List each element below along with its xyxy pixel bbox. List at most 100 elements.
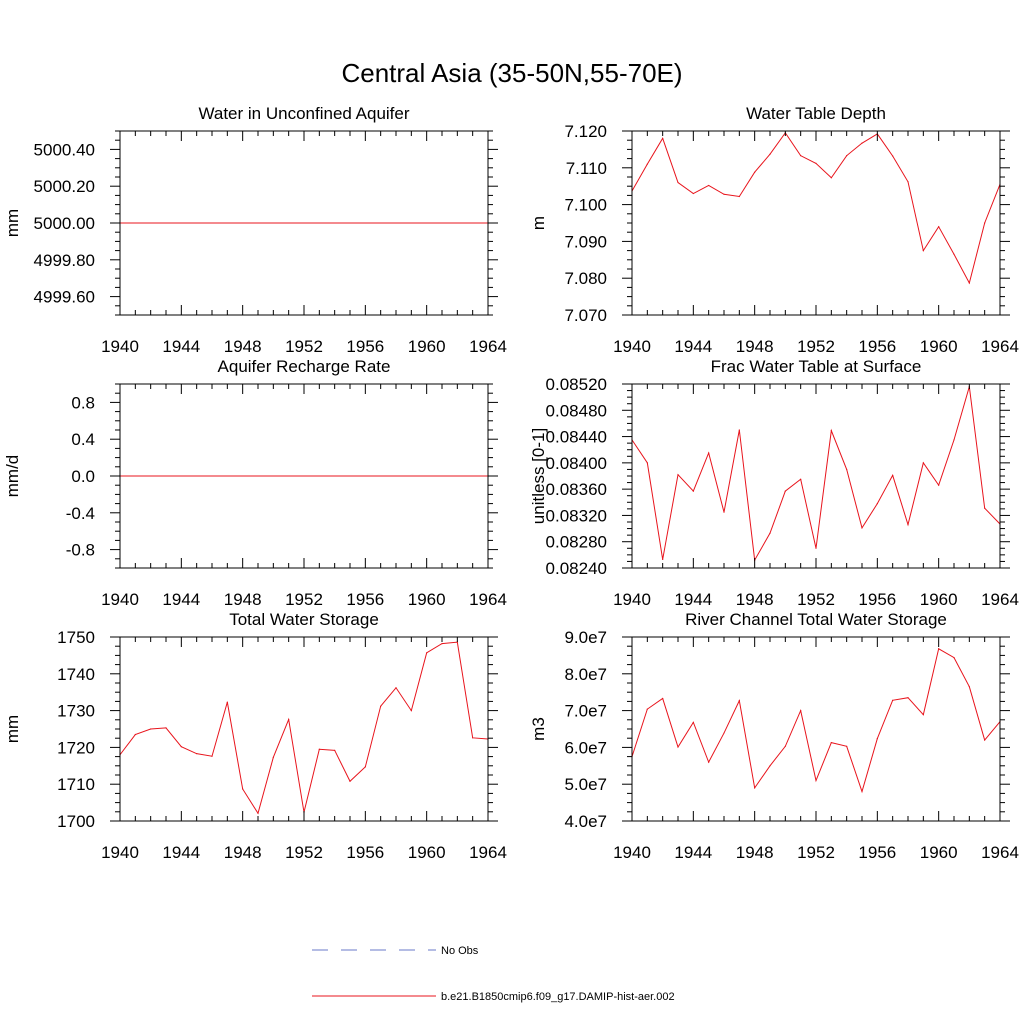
y-tick-label: 8.0e7: [564, 665, 607, 684]
x-tick-label: 1952: [285, 590, 323, 609]
panel-title: Water in Unconfined Aquifer: [198, 104, 409, 123]
data-point: [288, 718, 290, 721]
x-tick-label: 1956: [346, 843, 384, 862]
y-tick-label: 4.0e7: [564, 812, 607, 831]
y-tick-label: 1740: [57, 665, 95, 684]
data-point: [677, 746, 679, 748]
data-point: [677, 474, 679, 476]
data-point: [830, 430, 832, 432]
x-tick-label: 1964: [469, 590, 507, 609]
y-axis-label: mm: [3, 209, 22, 237]
x-tick-label: 1964: [469, 337, 507, 356]
y-tick-label: -0.8: [66, 541, 95, 560]
data-point: [196, 753, 198, 755]
x-tick-label: 1956: [858, 590, 896, 609]
data-point: [861, 527, 863, 529]
chart-panel-6: River Channel Total Water Storage m3 1940 1…: [529, 610, 1019, 862]
y-tick-label: 0.08280: [546, 533, 607, 552]
data-point: [692, 721, 694, 723]
x-tick-label: 1952: [285, 337, 323, 356]
data-point: [318, 748, 320, 750]
data-point: [211, 755, 213, 757]
y-tick-label: 1710: [57, 775, 95, 794]
data-point: [441, 643, 443, 645]
data-point: [922, 462, 924, 464]
data-point: [861, 142, 863, 144]
data-point: [846, 468, 848, 471]
data-point: [257, 812, 259, 814]
legend: No Obs b.e21.B1850cmip6.f09_g17.DAMIP-his…: [312, 945, 675, 1003]
x-tick-label: 1944: [674, 843, 712, 862]
data-point: [953, 253, 955, 255]
x-tick-label: 1960: [920, 337, 958, 356]
panels: Water in Unconfined Aquifer mm 1940 1944 194…: [3, 104, 1019, 862]
data-point: [938, 226, 940, 228]
y-tick-label: 5000.40: [34, 140, 95, 159]
y-tick-label: 0.08240: [546, 559, 607, 578]
series-line: [119, 641, 489, 815]
y-tick-label: 0.08520: [546, 375, 607, 394]
x-tick-label: 1952: [285, 843, 323, 862]
data-point: [708, 184, 710, 187]
data-point: [830, 742, 832, 744]
data-point: [677, 181, 679, 184]
data-point: [769, 532, 771, 534]
y-tick-label: 7.070: [564, 306, 607, 325]
x-tick-label: 1944: [674, 590, 712, 609]
data-point: [784, 745, 786, 747]
data-point: [876, 737, 878, 740]
x-tick-label: 1956: [858, 843, 896, 862]
x-tick-label: 1948: [736, 590, 774, 609]
series-line: [631, 386, 1001, 562]
data-point: [815, 547, 817, 549]
x-tick-label: 1948: [224, 337, 262, 356]
data-point: [892, 474, 894, 476]
panel-title: River Channel Total Water Storage: [685, 610, 947, 629]
data-point: [334, 749, 336, 751]
data-point: [922, 250, 924, 252]
chart-panel-3: Aquifer Recharge Rate mm/d 1940 1944 1948 195…: [3, 357, 507, 609]
data-point: [349, 780, 351, 782]
y-tick-label: 7.120: [564, 122, 607, 141]
y-tick-label: 1700: [57, 812, 95, 831]
x-tick-label: 1956: [346, 337, 384, 356]
data-point: [134, 733, 136, 736]
legend-label: b.e21.B1850cmip6.f09_g17.DAMIP-hist-aer.…: [441, 991, 675, 1003]
y-tick-label: -0.4: [66, 504, 95, 523]
x-tick-label: 1940: [101, 843, 139, 862]
plot-frame: [631, 636, 1001, 822]
x-tick-label: 1964: [981, 337, 1019, 356]
y-axis-label: unitless [0-1]: [529, 428, 548, 524]
data-point: [738, 700, 740, 702]
data-point: [708, 452, 710, 454]
data-point: [410, 710, 412, 712]
plot-frame: [119, 636, 489, 822]
x-tick-label: 1948: [736, 337, 774, 356]
data-point: [953, 439, 955, 441]
data-point: [738, 195, 740, 198]
y-axis-label: mm: [3, 715, 22, 743]
data-point: [769, 765, 771, 767]
data-point: [968, 686, 970, 688]
plot-frame: [631, 130, 1001, 316]
data-point: [662, 137, 664, 139]
panel-title: Aquifer Recharge Rate: [218, 357, 391, 376]
data-point: [150, 728, 152, 730]
data-point: [815, 162, 817, 164]
y-tick-label: 7.110: [566, 159, 607, 178]
y-tick-label: 0.08440: [546, 428, 607, 447]
y-tick-label: 7.0e7: [564, 702, 607, 721]
data-point: [968, 282, 970, 284]
chart-panel-4: Frac Water Table at Surface unitless [0-1…: [529, 357, 1019, 609]
data-point: [938, 648, 940, 650]
x-tick-label: 1960: [920, 843, 958, 862]
x-tick-label: 1956: [346, 590, 384, 609]
data-point: [723, 511, 725, 513]
data-point: [242, 788, 244, 790]
x-tick-label: 1960: [920, 590, 958, 609]
data-point: [646, 708, 648, 710]
x-tick-label: 1948: [224, 843, 262, 862]
y-tick-label: 0.08360: [546, 480, 607, 499]
